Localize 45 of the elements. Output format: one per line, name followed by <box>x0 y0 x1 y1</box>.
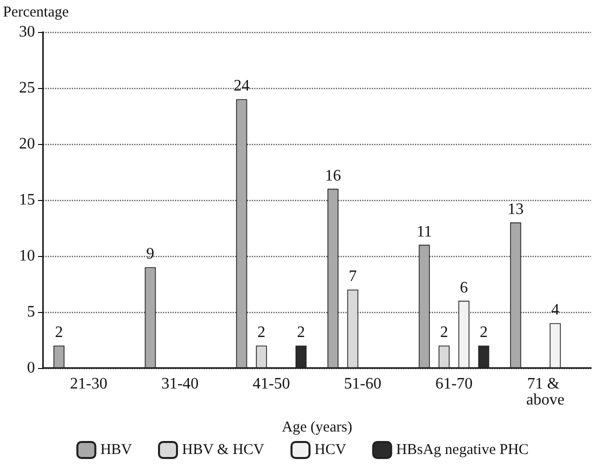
y-tick-label: 10 <box>19 248 35 264</box>
bar <box>327 188 338 368</box>
y-tick-label: 0 <box>27 360 35 376</box>
data-label: 2 <box>54 324 63 342</box>
data-label: 7 <box>348 268 357 286</box>
bar <box>478 346 490 368</box>
x-tick-label: 21-30 <box>70 376 108 392</box>
legend-label: HCV <box>314 442 346 458</box>
bar <box>236 99 248 368</box>
data-label: 13 <box>508 200 524 218</box>
data-label: 16 <box>324 167 341 184</box>
x-tick-label: 41-50 <box>252 376 290 392</box>
x-axis-title: Age (years) <box>282 420 352 436</box>
y-tick-label: 20 <box>19 136 35 152</box>
legend-label: HBsAg negative PHC <box>396 442 529 458</box>
data-label: 2 <box>480 324 488 342</box>
y-tick-label: 5 <box>27 304 35 320</box>
data-label: 11 <box>416 223 432 240</box>
bar <box>347 290 358 368</box>
data-label: 2 <box>257 324 266 342</box>
bar <box>296 346 307 368</box>
data-label: 24 <box>234 78 250 95</box>
y-tick-label: 15 <box>19 192 35 208</box>
y-tick-label: 30 <box>19 24 35 40</box>
x-tick-label: 31-40 <box>161 376 199 392</box>
bar <box>550 323 561 368</box>
data-label: 6 <box>460 279 468 296</box>
bar <box>144 267 156 368</box>
bar <box>53 346 64 368</box>
bar <box>438 346 450 368</box>
data-label: 2 <box>440 324 448 342</box>
data-label: 4 <box>551 302 560 319</box>
x-tick-label: 61-70 <box>435 376 473 392</box>
legend-label: HBV & HCV <box>182 442 264 458</box>
x-tick-label: 71 & above <box>526 376 564 408</box>
bar <box>510 222 522 368</box>
y-axis-title: Percentage <box>3 4 70 20</box>
x-tick-label: 51-60 <box>344 376 382 392</box>
bar <box>418 244 430 368</box>
bar <box>256 346 267 368</box>
bar <box>458 300 470 368</box>
data-label: 9 <box>146 246 154 263</box>
y-tick-label: 25 <box>19 80 35 96</box>
legend-label: HBV <box>100 442 132 458</box>
data-label: 2 <box>297 324 306 342</box>
